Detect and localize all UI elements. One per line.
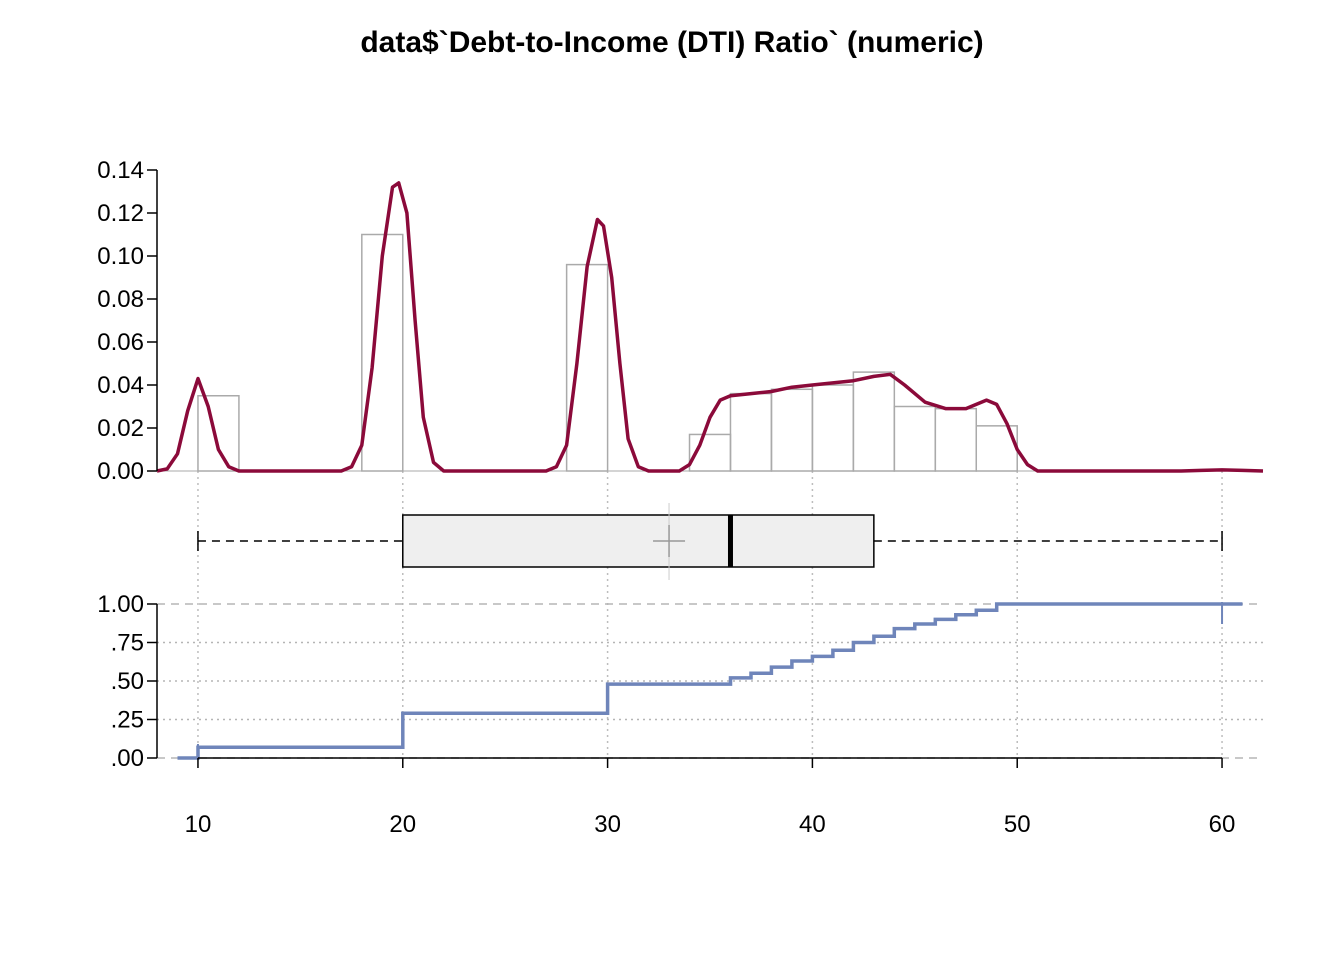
vertical-gridlines [197,471,1223,758]
x-axis-tick-label: 40 [799,811,826,838]
histogram-y-tick-label: 0.06 [97,329,144,356]
histogram-bar [770,388,814,472]
histogram-panel: 0.00 0.02 0.04 0.06 0.08 0.10 0.12 0.14 [97,157,1264,485]
histogram-y-tick-label: 0.02 [97,415,144,442]
ecdf-y-tick-label: 1.00 [97,591,144,618]
histogram-bar [893,405,937,472]
histogram-bar [852,371,896,472]
ecdf-step-line [177,602,1243,760]
histogram-y-tick-label: 0.08 [97,286,144,313]
histogram-y-tick-label: 0.10 [97,243,144,270]
histogram-bar [729,392,773,472]
boxplot-panel [197,503,1223,580]
x-axis-tick-label: 20 [389,811,416,838]
histogram-y-tick-label: 0.12 [97,200,144,227]
histogram-y-tick-label: 0.00 [97,458,144,485]
histogram-y-tick-label: 0.04 [97,372,144,399]
boxplot-box [402,514,875,568]
ecdf-y-tick-label: .75 [111,630,144,657]
ecdf-panel: .00 .25 .50 .75 1.00 [97,591,1263,772]
ecdf-y-tick-label: .50 [111,668,144,695]
ecdf-y-tick-label: .25 [111,707,144,734]
x-axis-tick-label: 50 [1004,811,1031,838]
x-axis: 10 20 30 40 50 60 [185,757,1236,838]
density-curve [156,181,1264,473]
histogram-bar [934,407,978,472]
ecdf-y-tick-label: .00 [111,745,144,772]
chart-title: data$`Debt-to-Income (DTI) Ratio` (numer… [360,26,983,59]
x-axis-tick-label: 30 [594,811,621,838]
histogram-bar [811,384,855,472]
x-axis-tick-label: 60 [1209,811,1236,838]
histogram-y-tick-label: 0.14 [97,157,144,184]
histogram-bar [565,263,609,472]
x-axis-tick-label: 10 [185,811,212,838]
histogram-bar [197,395,240,472]
